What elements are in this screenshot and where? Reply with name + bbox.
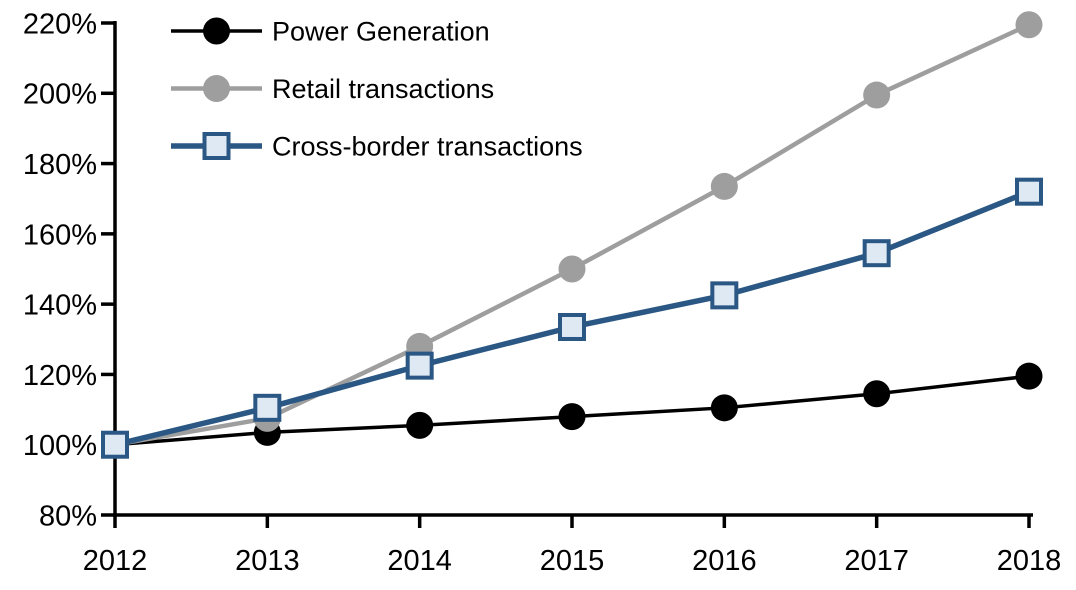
- marker-square-cross-border-transactions: [202, 132, 231, 160]
- x-tick-label: 2017: [844, 545, 909, 577]
- y-tick-label: 200%: [23, 79, 97, 111]
- marker-circle-power-generation: [406, 411, 434, 439]
- marker-square-cross-border-transactions: [253, 393, 282, 422]
- x-tick-label: 2016: [692, 545, 757, 577]
- y-tick-label: 140%: [23, 290, 97, 322]
- legend-label: Retail transactions: [272, 74, 494, 104]
- marker-square-cross-border-transactions: [405, 351, 434, 380]
- marker-square-cross-border-transactions: [1015, 177, 1043, 206]
- x-tick-label: 2014: [387, 545, 452, 577]
- marker-circle-power-generation: [710, 394, 738, 422]
- marker-circle-power-generation: [1015, 362, 1043, 390]
- x-tick-label: 2015: [540, 545, 605, 577]
- legend-item-cross-border-transactions: Cross-border transactions: [171, 132, 583, 162]
- marker-circle-power-generation: [558, 403, 586, 431]
- y-tick-label: 220%: [23, 8, 97, 40]
- marker-circle-retail-transactions: [558, 255, 586, 283]
- y-tick-label: 160%: [23, 219, 97, 251]
- marker-circle-retail-transactions: [203, 75, 230, 102]
- marker-circle-retail-transactions: [863, 81, 891, 109]
- marker-square-cross-border-transactions: [862, 239, 891, 268]
- legend-item-power-generation: Power Generation: [171, 17, 490, 47]
- legend-label: Power Generation: [272, 17, 490, 47]
- marker-circle-power-generation: [203, 17, 230, 45]
- y-tick-label: 180%: [23, 149, 97, 181]
- x-tick-label: 2013: [235, 545, 300, 577]
- series-cross-border-transactions: [101, 177, 1043, 459]
- legend: Power Generation Retail transactions Cross…: [171, 17, 583, 162]
- x-tick-label: 2012: [83, 545, 148, 577]
- marker-circle-retail-transactions: [710, 172, 738, 200]
- legend-item-retail-transactions: Retail transactions: [171, 74, 494, 104]
- marker-square-cross-border-transactions: [101, 430, 129, 459]
- y-tick-label: 120%: [23, 360, 97, 392]
- axes: 80% 100% 120% 140% 160% 180% 200% 220% 2012 2013 2…: [23, 8, 1061, 577]
- marker-square-cross-border-transactions: [710, 281, 739, 310]
- series-power-generation: [101, 362, 1043, 459]
- marker-square-cross-border-transactions: [558, 312, 586, 341]
- y-tick-label: 80%: [39, 500, 97, 532]
- y-tick-label: 100%: [23, 430, 97, 462]
- marker-circle-retail-transactions: [1015, 11, 1043, 39]
- x-tick-label: 2018: [997, 545, 1062, 577]
- marker-circle-power-generation: [863, 380, 891, 408]
- legend-label: Cross-border transactions: [272, 132, 583, 162]
